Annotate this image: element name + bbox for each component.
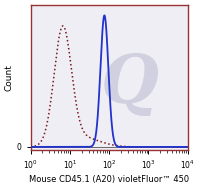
Y-axis label: Count: Count <box>5 64 14 91</box>
Text: Q: Q <box>101 52 159 117</box>
X-axis label: Mouse CD45.1 (A20) violetFluor™ 450: Mouse CD45.1 (A20) violetFluor™ 450 <box>29 175 189 184</box>
